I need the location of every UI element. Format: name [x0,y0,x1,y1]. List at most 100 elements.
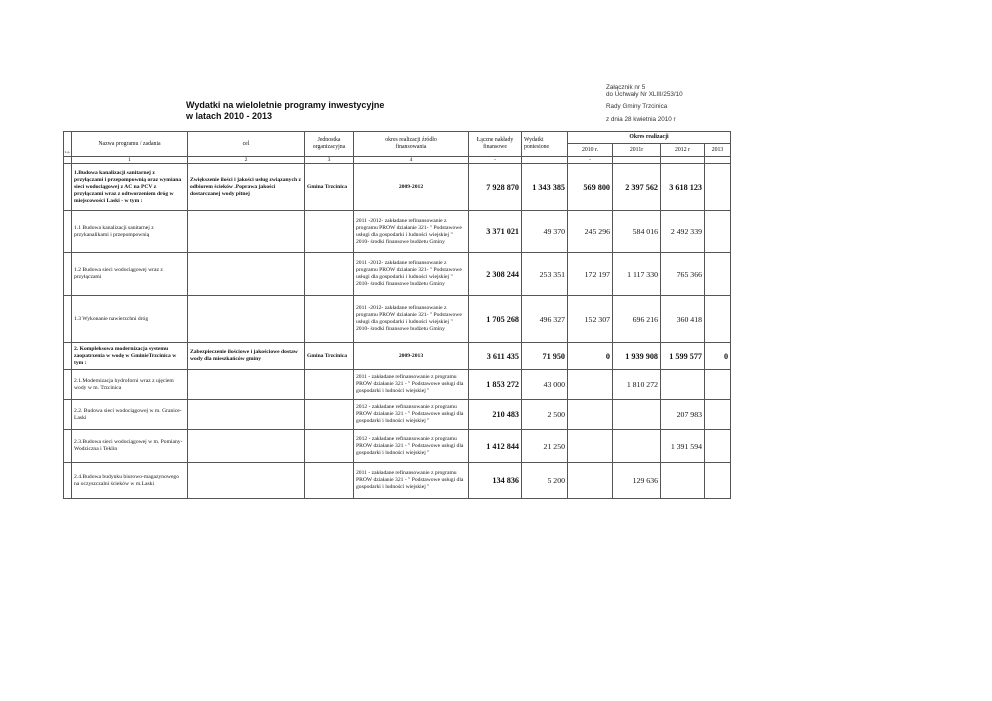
year-2010-cell: 172 197 [567,252,613,296]
year-2013-cell [703,252,732,296]
document-title: Wydatki na wieloletnie programy inwestyc… [186,100,384,122]
spent-cell: 43 000 [521,369,568,400]
col-number: - [567,156,613,164]
col-number [660,156,705,164]
period-funding-cell: 2011 - zakładane refinansowanie z progra… [353,462,469,499]
total-cost-cell: 134 836 [468,462,522,499]
year-2012-cell: 2 492 339 [660,210,705,253]
col-number [521,156,568,164]
year-2012-cell: 1 391 594 [660,429,705,463]
total-cost-cell: 3 371 021 [468,210,522,253]
total-cost-cell: 1 412 844 [468,429,522,463]
task-name: 2. Kompleksowa modernizacja systemu zaop… [71,342,188,370]
col-number: 4 [353,156,469,164]
lp-cell [63,429,72,463]
total-cost-cell: 1 853 272 [468,369,522,400]
annotation-line: Załącznik nr 5 [606,84,646,91]
period-funding-cell: 2009-2013 [353,342,469,370]
year-2010-cell [567,429,613,463]
spent-cell: 1 343 385 [521,163,568,211]
header-2011: 2011r [612,143,661,157]
unit-cell [304,252,354,296]
header-cel: cel [187,131,305,157]
year-2011-cell: 696 216 [612,295,661,343]
spent-cell: 5 200 [521,462,568,499]
table-row: 1.3 Wykonanie nawierzchni dróg 2011 -201… [63,295,732,343]
header-2012: 2012 r [660,143,705,157]
year-2011-cell: 129 636 [612,462,661,499]
year-2013-cell [703,210,732,253]
task-name: 1.3 Wykonanie nawierzchni dróg [71,295,188,343]
task-name: 2.3.Budowa sieci wodociągowej w m. Pomia… [71,429,188,463]
year-2012-cell: 207 983 [660,399,705,430]
period-funding-cell: 2012 - zakładane refinansowanie z progra… [353,429,469,463]
annotation-line: Rady Gminy Trzcinica [606,103,668,110]
unit-cell [304,429,354,463]
year-2010-cell [567,369,613,400]
cel-cell [187,252,305,296]
year-2013-cell [703,429,732,463]
year-2011-cell [612,429,661,463]
header-name: Nazwa programu / zadania [71,131,188,157]
year-2012-cell: 765 366 [660,252,705,296]
year-2011-cell: 1 939 908 [612,342,661,370]
year-2013-cell [703,399,732,430]
table-row: 1.Budowa kanalizacji sanitarnej z przyłą… [63,163,732,211]
title-line-1: Wydatki na wieloletnie programy inwestyc… [186,100,385,110]
table-row: 2.4.Budowa budynku biurowo-magazynowego … [63,462,732,499]
lp-cell [63,342,72,370]
cel-cell [187,462,305,499]
col-number: 1 [71,156,188,164]
total-cost-cell: 210 483 [468,399,522,430]
year-2013-cell [703,295,732,343]
total-cost-cell: 3 611 435 [468,342,522,370]
cel-cell: Zwiększenie ilości i jakości usług związ… [187,163,305,211]
table-row: 2.2. Budowa sieci wodociągowej w m. Gran… [63,399,732,430]
header-lp: L.p. [63,131,72,157]
year-2012-cell: 3 618 123 [660,163,705,211]
col-number: 3 [304,156,354,164]
spent-cell: 496 327 [521,295,568,343]
year-2011-cell: 2 397 562 [612,163,661,211]
year-2010-cell: 0 [567,342,613,370]
spent-cell: 2 500 [521,399,568,430]
period-funding-cell: 2012 - zakładane refinansowanie z progra… [353,399,469,430]
cel-cell [187,429,305,463]
task-name: 2.4.Budowa budynku biurowo-magazynowego … [71,462,188,499]
lp-cell [63,252,72,296]
col-number: - [468,156,522,164]
year-2012-cell: 360 418 [660,295,705,343]
header-okres: okres realizacji źródło finansowania [353,131,469,157]
title-line-2: w latach 2010 - 2013 [186,111,273,121]
header-2010: 2010 r. [567,143,613,157]
period-funding-cell: 2011 - zakładane refinansowanie z progra… [353,369,469,400]
col-number [63,156,72,164]
spent-cell: 71 950 [521,342,568,370]
year-2010-cell: 569 800 [567,163,613,211]
unit-cell [304,462,354,499]
unit-cell: Gmina Trzcinica [304,163,354,211]
annotation-line: z dnia 28 kwietnia 2010 r [606,116,676,123]
table-row: 2.1.Modernizacja hydroforni wraz z ujęci… [63,369,732,400]
header-laczne: Łączne nakłady finansowe [468,131,522,157]
year-2013-cell [703,163,732,211]
year-2010-cell: 152 307 [567,295,613,343]
total-cost-cell: 1 705 268 [468,295,522,343]
col-number: 2 [187,156,305,164]
unit-cell: Gmina Trzcinica [304,342,354,370]
spent-cell: 49 370 [521,210,568,253]
col-number [703,156,732,164]
unit-cell [304,369,354,400]
table-row: 2.3.Budowa sieci wodociągowej w m. Pomia… [63,429,732,463]
year-2010-cell: 245 296 [567,210,613,253]
total-cost-cell: 2 308 244 [468,252,522,296]
header-okres-realizacji: Okres realizacji [566,131,732,144]
task-name: 2.2. Budowa sieci wodociągowej w m. Gran… [71,399,188,430]
period-funding-cell: 2011 -2012- zakładane refinansowanie z p… [353,252,469,296]
spent-cell: 21 250 [521,429,568,463]
lp-cell [63,399,72,430]
year-2011-cell: 1 810 272 [612,369,661,400]
investment-table: L.p. Nazwa programu / zadania cel Jednos… [63,131,732,499]
year-2011-cell: 584 016 [612,210,661,253]
header-wydatki: Wydatki poniesione [521,131,568,157]
